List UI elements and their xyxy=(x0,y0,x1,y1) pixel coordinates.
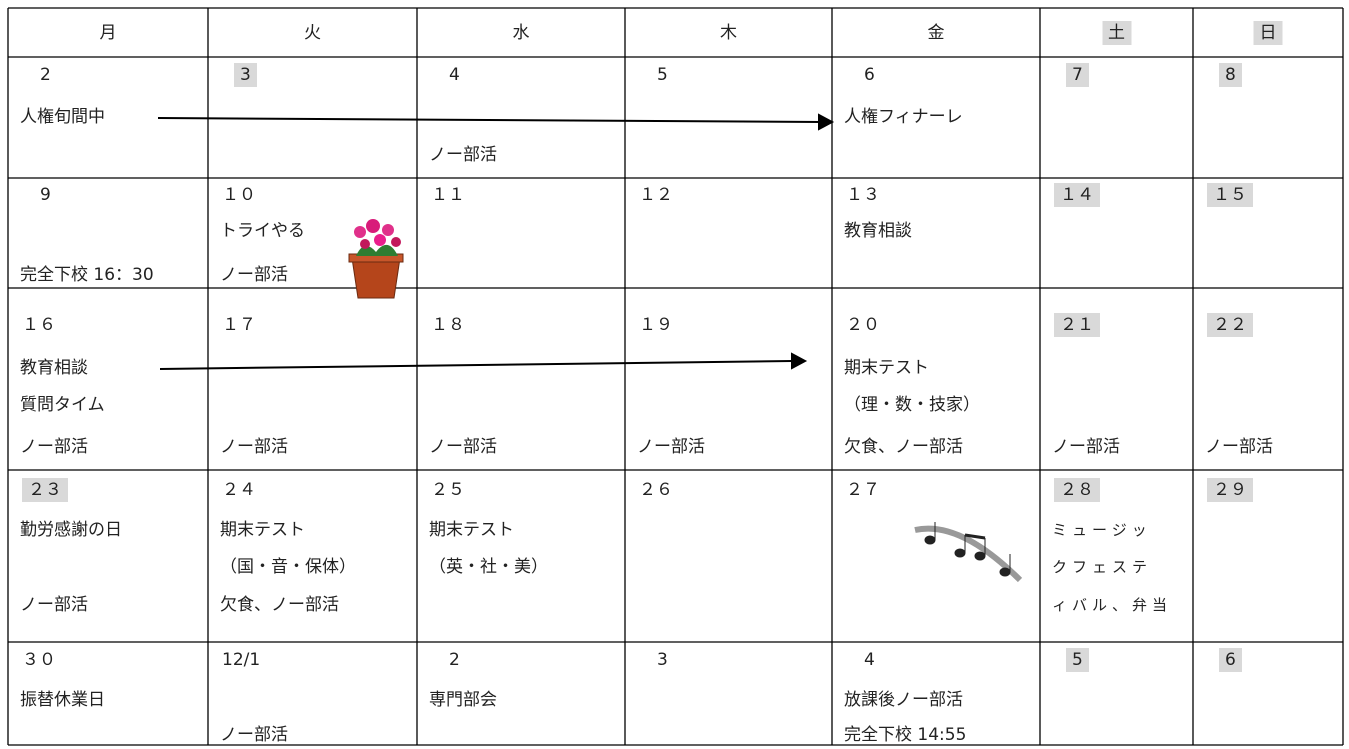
day-number: １９ xyxy=(639,315,673,335)
day-number: ２２ xyxy=(1207,313,1253,337)
day-number: １６ xyxy=(22,315,56,335)
event-text: 期末テスト xyxy=(429,520,514,540)
day-number: 4 xyxy=(864,650,875,670)
weekday-header: 金 xyxy=(927,22,945,43)
event-text: ノー部活 xyxy=(1052,437,1120,457)
day-number: 7 xyxy=(1066,63,1089,87)
event-text: ミュージッ xyxy=(1052,521,1152,539)
day-number: 3 xyxy=(657,650,668,670)
weekday-header: 月 xyxy=(99,22,117,43)
event-text: ノー部活 xyxy=(220,437,288,457)
day-number: ３０ xyxy=(22,650,56,670)
flower-icon xyxy=(348,219,404,299)
day-number: ２３ xyxy=(22,478,68,502)
event-text: （英・社・美） xyxy=(429,557,548,577)
weekday-header: 土 xyxy=(1102,20,1131,45)
day-number: １１ xyxy=(431,185,465,205)
event-text: 人権フィナーレ xyxy=(844,107,963,127)
day-number: ２４ xyxy=(222,480,256,500)
day-number: 2 xyxy=(449,650,460,670)
day-number: 5 xyxy=(657,65,668,85)
event-text: ノー部活 xyxy=(20,595,88,615)
weekday-header: 木 xyxy=(720,22,737,43)
event-text: ィバル、弁当 xyxy=(1052,596,1173,614)
event-text: 完全下校 16：30 xyxy=(20,265,154,285)
day-number: 9 xyxy=(40,185,51,205)
weekday-header: 日 xyxy=(1253,20,1283,45)
event-text: （理・数・技家） xyxy=(844,395,980,415)
day-number: 2 xyxy=(40,65,51,85)
event-text: 期末テスト xyxy=(844,358,929,378)
event-text: 欠食、ノー部活 xyxy=(844,437,963,457)
day-number: 12/1 xyxy=(222,650,261,670)
day-number: 6 xyxy=(864,65,875,85)
event-text: 期末テスト xyxy=(220,520,305,540)
event-text: ノー部活 xyxy=(220,725,288,745)
day-number: １３ xyxy=(846,185,880,205)
event-text: 教育相談 xyxy=(844,221,912,241)
weekday-header: 火 xyxy=(304,22,321,43)
event-text: 人権旬間中 xyxy=(20,107,105,127)
event-text: 欠食、ノー部活 xyxy=(220,595,339,615)
day-number: 6 xyxy=(1219,648,1242,672)
day-number: ２９ xyxy=(1207,478,1253,502)
day-number: １５ xyxy=(1207,183,1253,207)
day-number: ２５ xyxy=(431,480,465,500)
event-text: 教育相談 xyxy=(20,358,88,378)
day-number: ２８ xyxy=(1054,478,1100,502)
event-text: ノー部活 xyxy=(429,437,497,457)
day-number: ２６ xyxy=(639,480,673,500)
event-text: ノー部活 xyxy=(220,265,288,285)
music-icon xyxy=(914,522,1023,583)
day-number: ２０ xyxy=(846,315,880,335)
day-number: 5 xyxy=(1066,648,1089,672)
weekday-header: 水 xyxy=(512,22,530,43)
event-text: （国・音・保体） xyxy=(220,557,356,577)
event-text: 完全下校 14:55 xyxy=(844,725,967,745)
event-text: ノー部活 xyxy=(429,145,497,165)
day-number: ２７ xyxy=(846,480,880,500)
event-text: 勤労感謝の日 xyxy=(20,520,122,540)
event-text: トライやる xyxy=(220,221,305,241)
event-text: 質問タイム xyxy=(20,395,105,415)
event-text: ノー部活 xyxy=(637,437,705,457)
event-text: ノー部活 xyxy=(20,437,88,457)
day-number: １８ xyxy=(431,315,465,335)
event-text: 専門部会 xyxy=(429,690,497,710)
day-number: 4 xyxy=(449,65,460,85)
event-text: 放課後ノー部活 xyxy=(844,690,963,710)
day-number: １０ xyxy=(222,185,256,205)
event-text: 振替休業日 xyxy=(20,690,105,710)
day-number: 8 xyxy=(1219,63,1242,87)
arrows xyxy=(157,113,835,370)
day-number: ２１ xyxy=(1054,313,1100,337)
day-number: １４ xyxy=(1054,183,1100,207)
event-text: クフェステ xyxy=(1052,558,1153,576)
day-number: １２ xyxy=(639,185,673,205)
event-text: ノー部活 xyxy=(1205,437,1273,457)
day-number: １７ xyxy=(222,315,256,335)
day-number: 3 xyxy=(234,63,257,87)
